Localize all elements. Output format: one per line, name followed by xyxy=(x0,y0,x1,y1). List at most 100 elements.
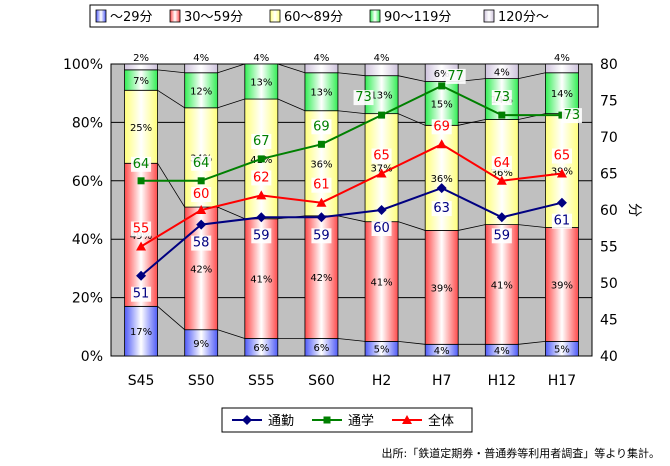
bar-percent-label: 41% xyxy=(491,280,513,291)
legend-label: 120分～ xyxy=(498,10,549,25)
bar-percent-label: 14% xyxy=(551,89,573,100)
segment-connector xyxy=(337,72,366,77)
square-marker xyxy=(257,155,265,163)
legend-item-90～119分: 90～119分 xyxy=(369,9,451,25)
diamond-marker xyxy=(316,212,327,223)
value-label-box xyxy=(491,228,512,244)
bar-percent-label: 39% xyxy=(431,283,453,294)
legend-label: ～29分 xyxy=(110,10,153,25)
value-label: 65 xyxy=(373,149,390,164)
value-label-box xyxy=(191,235,212,251)
value-label-box xyxy=(311,228,332,244)
bar-segment-90～119分 xyxy=(244,63,279,100)
square-marker xyxy=(317,140,325,148)
triangle-marker xyxy=(256,190,267,200)
diamond-marker xyxy=(556,197,567,208)
segment-connector xyxy=(157,306,185,331)
diamond-marker xyxy=(256,212,267,223)
value-label: 61 xyxy=(313,178,330,193)
diamond-marker xyxy=(436,183,447,194)
legend-label: 全体 xyxy=(428,413,454,429)
value-label-box xyxy=(131,221,152,237)
right-axis-tick: 40 xyxy=(600,349,618,365)
bar-segment-～29分 xyxy=(184,329,219,357)
value-label: 59 xyxy=(253,228,270,243)
bar-S55: 6%41%41%13%4% xyxy=(244,53,279,357)
right-axis-tick: 80 xyxy=(600,57,618,73)
bar-percent-label: 4% xyxy=(314,53,330,64)
bar-percent-label: 41% xyxy=(250,275,272,286)
value-label-box xyxy=(551,148,572,164)
left-axis-tick: 100% xyxy=(63,57,103,73)
triangle-marker xyxy=(376,168,387,178)
value-label-box xyxy=(191,155,212,171)
bar-percent-label: 36% xyxy=(491,168,513,179)
legend-swatch xyxy=(169,9,181,23)
value-label-box xyxy=(445,68,466,84)
value-label: 59 xyxy=(494,228,511,243)
right-axis-tick: 45 xyxy=(600,313,618,329)
triangle-marker xyxy=(316,197,327,207)
segment-connector xyxy=(157,89,185,109)
bar-percent-label: 6% xyxy=(434,69,450,80)
value-label: 77 xyxy=(447,69,464,84)
value-label-box xyxy=(311,177,332,193)
bar-segment-120分～ xyxy=(364,63,399,77)
bar-percent-label: 42% xyxy=(190,264,212,275)
legend-item-全体: 全体 xyxy=(392,413,454,429)
category-label: H12 xyxy=(488,373,516,389)
diamond-marker xyxy=(242,415,252,425)
segment-connector xyxy=(217,98,245,109)
segment-connector xyxy=(337,215,366,223)
bar-segment-90～119分 xyxy=(304,72,339,112)
segment-connector xyxy=(518,224,546,228)
value-label: 73 xyxy=(494,90,511,105)
triangle-marker xyxy=(196,205,207,214)
bar-segment-30～59分 xyxy=(424,230,459,345)
value-label: 69 xyxy=(433,119,450,134)
segment-connector xyxy=(458,119,486,126)
bar-segment-120分～ xyxy=(304,63,339,74)
bar-percent-label: 41% xyxy=(370,278,392,289)
value-label-box xyxy=(431,119,452,135)
bar-percent-label: 4% xyxy=(193,53,209,64)
value-label-box xyxy=(251,228,272,244)
value-label-box xyxy=(353,90,374,106)
line-全体: 55 60 62 61 65 69 64 65 xyxy=(131,119,572,251)
value-label-box xyxy=(551,213,572,229)
bar-percent-label: 4% xyxy=(554,53,570,64)
square-marker xyxy=(137,177,145,185)
bar-percent-label: 36% xyxy=(310,159,332,170)
category-label: S45 xyxy=(128,373,155,389)
segment-connector xyxy=(397,221,426,231)
bar-percent-label: 12% xyxy=(190,86,212,97)
bar-segment-30～59分 xyxy=(545,227,579,342)
bar-percent-label: 4% xyxy=(494,346,510,357)
value-label-box xyxy=(561,108,582,124)
value-label: 69 xyxy=(313,119,330,134)
right-axis-tick: 60 xyxy=(600,203,618,219)
square-marker xyxy=(197,177,205,185)
value-label: 63 xyxy=(433,201,450,216)
value-label: 59 xyxy=(313,228,330,243)
bar-segment-90～119分 xyxy=(545,72,579,115)
value-label: 67 xyxy=(253,134,270,149)
bar-percent-label: 4% xyxy=(253,53,269,64)
category-label: S50 xyxy=(188,373,215,389)
diamond-marker xyxy=(496,212,507,223)
bar-percent-label: 4% xyxy=(434,346,450,357)
triangle-marker xyxy=(556,168,567,178)
bar-percent-label: 5% xyxy=(374,345,390,356)
plot-area xyxy=(110,63,593,357)
square-marker xyxy=(378,111,386,119)
category-label: H2 xyxy=(372,373,391,389)
value-label-box xyxy=(311,119,332,135)
diamond-marker xyxy=(196,219,207,230)
legend-label: 通勤 xyxy=(268,414,294,429)
square-marker xyxy=(323,416,331,424)
triangle-marker xyxy=(436,139,447,149)
segment-connector xyxy=(398,341,426,345)
bar-segment-30～59分 xyxy=(484,224,519,345)
bar-H17: 5%39%39%14%4% xyxy=(545,53,579,357)
value-label-box xyxy=(251,170,272,186)
